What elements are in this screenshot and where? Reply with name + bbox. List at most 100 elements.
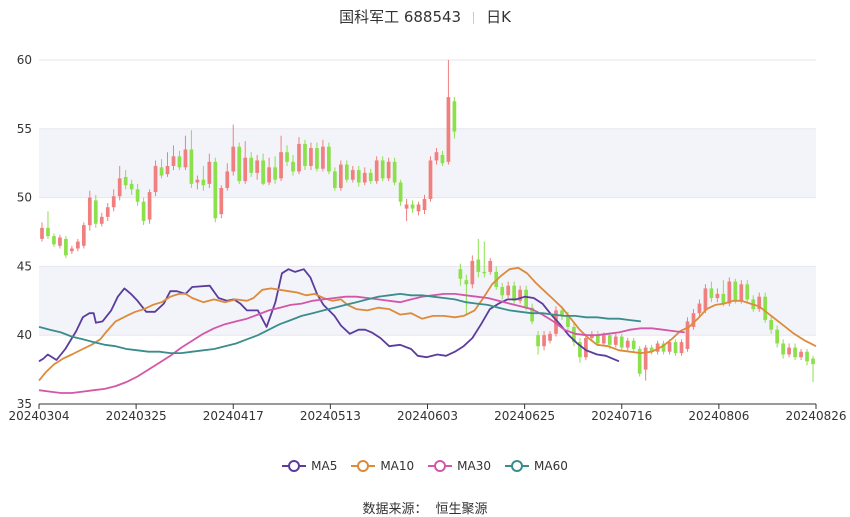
- candle-body: [183, 149, 188, 168]
- candle-body: [607, 335, 612, 345]
- candle: [255, 154, 260, 180]
- candle-body: [673, 342, 678, 354]
- candle: [70, 245, 74, 255]
- data-source: 数据来源： 恒生聚源: [0, 498, 850, 517]
- candle-body: [81, 225, 86, 246]
- candle-body: [321, 146, 325, 169]
- candle: [362, 167, 367, 186]
- candle: [805, 348, 809, 366]
- candle: [643, 344, 648, 381]
- candle: [506, 281, 511, 299]
- candle-body: [374, 160, 379, 182]
- candle: [189, 130, 194, 188]
- candle-body: [721, 293, 726, 304]
- candle-body: [87, 197, 92, 226]
- candle-body: [356, 170, 361, 183]
- candle: [434, 148, 439, 165]
- candle-body: [679, 342, 684, 354]
- period-tab[interactable]: 日K: [486, 8, 511, 26]
- candle-body: [386, 161, 391, 179]
- source-value: 恒生聚源: [435, 502, 488, 517]
- candle-body: [524, 289, 528, 308]
- candle-body: [590, 335, 594, 338]
- candle: [452, 97, 457, 139]
- candle: [58, 234, 62, 249]
- candle: [769, 315, 774, 334]
- candle: [470, 255, 475, 289]
- legend-swatch: [505, 459, 530, 473]
- candle-body: [380, 160, 385, 179]
- candle-body: [201, 179, 206, 186]
- candle: [93, 194, 98, 228]
- candle-body: [554, 310, 558, 334]
- candle-body: [512, 285, 517, 301]
- candle-body: [434, 152, 439, 161]
- candle-body: [333, 171, 337, 188]
- candle-body: [99, 216, 104, 224]
- candle: [267, 157, 271, 186]
- x-axis-labels: 20240304 20240325 20240417 20240513 20240603…: [8, 409, 846, 423]
- candle-body: [255, 160, 260, 173]
- candle-body: [279, 152, 283, 179]
- candle-body: [267, 167, 271, 183]
- candle-body: [685, 321, 690, 349]
- candle: [201, 165, 206, 191]
- candle-body: [584, 337, 588, 358]
- candle-body: [338, 164, 343, 188]
- candle: [679, 339, 684, 356]
- candle-body: [422, 198, 427, 210]
- candle-body: [362, 172, 367, 183]
- legend-swatch: [351, 459, 376, 473]
- candle: [165, 152, 170, 177]
- candle-body: [661, 343, 666, 352]
- candle-body: [667, 342, 672, 352]
- legend-item-ma5[interactable]: MA5: [282, 459, 337, 473]
- candle: [398, 179, 403, 206]
- candle: [625, 337, 630, 351]
- candle-body: [40, 227, 44, 239]
- candle-body: [189, 149, 194, 184]
- candle: [99, 212, 104, 227]
- candle: [195, 175, 200, 190]
- candle: [757, 292, 762, 312]
- candle: [703, 284, 708, 314]
- candle: [613, 333, 618, 348]
- candle-body: [703, 288, 708, 311]
- candle-body: [64, 238, 68, 256]
- candle-body: [111, 196, 116, 208]
- legend-swatch: [428, 459, 453, 473]
- candle-body: [93, 200, 98, 224]
- candle-body: [518, 289, 522, 301]
- legend-item-ma10[interactable]: MA10: [351, 459, 414, 473]
- candle-body: [691, 313, 696, 327]
- candle-body: [147, 192, 152, 220]
- candle-body: [195, 179, 200, 183]
- candle: [291, 154, 295, 176]
- candle: [685, 317, 690, 352]
- candle-body: [631, 340, 636, 349]
- candle-body: [548, 333, 552, 341]
- candle: [40, 222, 44, 242]
- candle-body: [165, 165, 170, 175]
- candle: [105, 203, 110, 221]
- legend-item-ma60[interactable]: MA60: [505, 459, 568, 473]
- candle: [536, 331, 540, 355]
- candle-body: [757, 296, 762, 310]
- candle: [171, 145, 176, 171]
- candle: [655, 340, 660, 355]
- candle-body: [811, 358, 815, 365]
- candle: [799, 348, 803, 360]
- candle-body: [410, 204, 415, 209]
- candle-body: [601, 335, 606, 344]
- legend: MA5 MA10 MA30 MA60: [0, 459, 850, 476]
- candle-body: [237, 146, 242, 182]
- candle: [446, 60, 451, 165]
- legend-label: MA10: [380, 459, 415, 473]
- candle-body: [775, 329, 780, 344]
- candle: [338, 160, 343, 191]
- legend-item-ma30[interactable]: MA30: [428, 459, 491, 473]
- candle: [249, 152, 254, 177]
- candle-body: [715, 293, 720, 299]
- candle: [422, 194, 427, 215]
